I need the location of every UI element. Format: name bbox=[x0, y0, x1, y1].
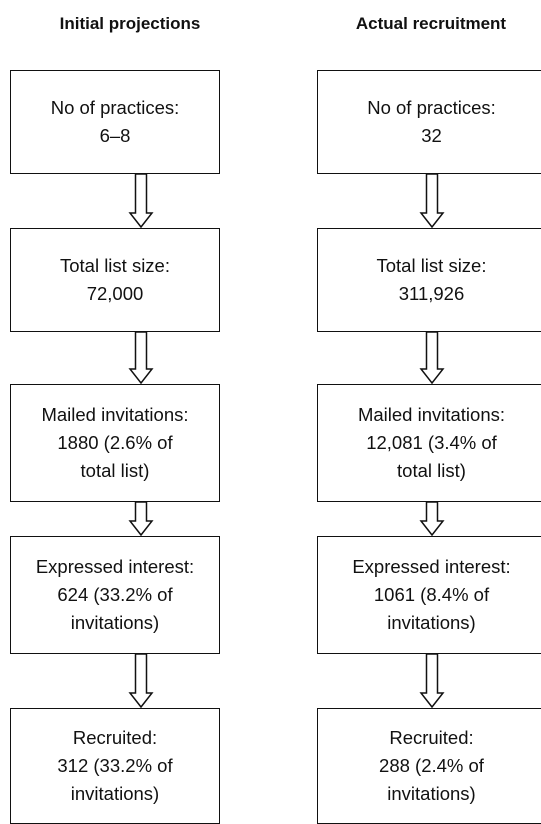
box-line: 12,081 (3.4% of bbox=[366, 432, 497, 453]
column-title-actual: Actual recruitment bbox=[355, 14, 507, 33]
flow-box-actual-mailed: Mailed invitations: 12,081 (3.4% of tota… bbox=[317, 384, 541, 502]
box-line: 312 (33.2% of bbox=[57, 755, 173, 776]
box-line: Total list size: bbox=[376, 255, 487, 276]
flow-box-initial-list-size: Total list size: 72,000 bbox=[10, 228, 220, 332]
down-arrow-icon bbox=[128, 331, 154, 385]
box-line: No of practices: bbox=[367, 97, 496, 118]
box-line: 6–8 bbox=[99, 125, 131, 146]
box-line: invitations) bbox=[387, 783, 476, 804]
down-arrow-icon bbox=[419, 173, 445, 229]
down-arrow-icon bbox=[419, 501, 445, 537]
box-line: 32 bbox=[421, 125, 442, 146]
box-line: 311,926 bbox=[398, 283, 465, 304]
box-line: 624 (33.2% of bbox=[57, 584, 173, 605]
box-line: Mailed invitations: bbox=[357, 404, 506, 425]
box-line: 288 (2.4% of bbox=[379, 755, 484, 776]
down-arrow-icon bbox=[128, 501, 154, 537]
down-arrow-icon bbox=[128, 653, 154, 709]
flow-box-actual-interest: Expressed interest: 1061 (8.4% of invita… bbox=[317, 536, 541, 654]
flow-box-actual-list-size: Total list size: 311,926 bbox=[317, 228, 541, 332]
down-arrow-icon bbox=[128, 173, 154, 229]
flow-box-initial-practices: No of practices: 6–8 bbox=[10, 70, 220, 174]
box-line: Total list size: bbox=[59, 255, 170, 276]
box-line: total list) bbox=[80, 460, 150, 481]
flow-box-actual-recruited: Recruited: 288 (2.4% of invitations) bbox=[317, 708, 541, 824]
box-line: 72,000 bbox=[86, 283, 144, 304]
box-line: Expressed interest: bbox=[35, 556, 195, 577]
box-line: Recruited: bbox=[72, 727, 158, 748]
box-line: 1061 (8.4% of bbox=[373, 584, 490, 605]
box-line: Recruited: bbox=[389, 727, 474, 748]
box-line: 1880 (2.6% of bbox=[57, 432, 173, 453]
column-title-initial: Initial projections bbox=[59, 14, 201, 33]
flow-box-initial-recruited: Recruited: 312 (33.2% of invitations) bbox=[10, 708, 220, 824]
flow-box-initial-interest: Expressed interest: 624 (33.2% of invita… bbox=[10, 536, 220, 654]
box-line: invitations) bbox=[387, 612, 476, 633]
box-line: invitations) bbox=[70, 783, 160, 804]
flow-box-initial-mailed: Mailed invitations: 1880 (2.6% of total … bbox=[10, 384, 220, 502]
box-line: invitations) bbox=[70, 612, 160, 633]
box-line: No of practices: bbox=[50, 97, 180, 118]
flow-box-actual-practices: No of practices: 32 bbox=[317, 70, 541, 174]
box-line: Expressed interest: bbox=[352, 556, 511, 577]
box-line: total list) bbox=[397, 460, 466, 481]
down-arrow-icon bbox=[419, 331, 445, 385]
box-line: Mailed invitations: bbox=[41, 404, 189, 425]
down-arrow-icon bbox=[419, 653, 445, 709]
